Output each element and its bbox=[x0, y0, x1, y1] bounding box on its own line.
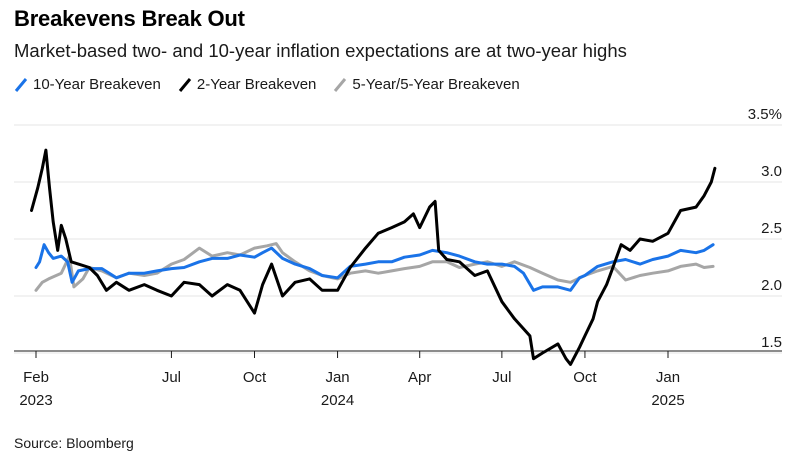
x-tick-label: Jul bbox=[492, 369, 511, 386]
x-tick-year-label: 2023 bbox=[19, 392, 52, 409]
chart-subtitle: Market-based two- and 10-year inflation … bbox=[14, 40, 627, 61]
y-tick-label: 2.0 bbox=[761, 277, 782, 294]
x-tick-label: Jan bbox=[325, 369, 349, 386]
y-tick-label: 3.0 bbox=[761, 163, 782, 180]
legend-label-5y5y: 5-Year/5-Year Breakeven bbox=[352, 76, 520, 93]
legend-item-10yr: 10-Year Breakeven bbox=[14, 76, 161, 93]
x-tick-year-label: 2025 bbox=[651, 392, 684, 409]
legend-label-10yr: 10-Year Breakeven bbox=[33, 76, 161, 93]
y-tick-label: 1.5 bbox=[761, 334, 782, 351]
y-tick-label: 3.5% bbox=[748, 106, 782, 123]
chart-legend: 10-Year Breakeven 2-Year Breakeven 5-Yea… bbox=[14, 76, 537, 93]
y-tick-label: 2.5 bbox=[761, 220, 782, 237]
x-tick-label: Jul bbox=[162, 369, 181, 386]
legend-item-2yr: 2-Year Breakeven bbox=[178, 76, 317, 93]
chart-title: Breakevens Break Out bbox=[14, 6, 245, 31]
legend-swatch-5y5y bbox=[334, 77, 347, 92]
x-tick-label: Oct bbox=[573, 369, 597, 386]
legend-swatch-2yr bbox=[178, 77, 192, 92]
legend-label-2yr: 2-Year Breakeven bbox=[196, 76, 317, 93]
legend-item-5y5y: 5-Year/5-Year Breakeven bbox=[333, 76, 520, 93]
x-tick-year-label: 2024 bbox=[321, 392, 354, 409]
source-note: Source: Bloomberg bbox=[14, 435, 134, 451]
legend-swatch-10yr bbox=[14, 77, 28, 92]
x-tick-label: Oct bbox=[243, 369, 267, 386]
x-tick-label: Feb bbox=[23, 369, 49, 386]
series-line-2-year-breakeven bbox=[30, 148, 717, 366]
x-tick-label: Apr bbox=[408, 369, 431, 386]
x-tick-label: Jan bbox=[656, 369, 680, 386]
